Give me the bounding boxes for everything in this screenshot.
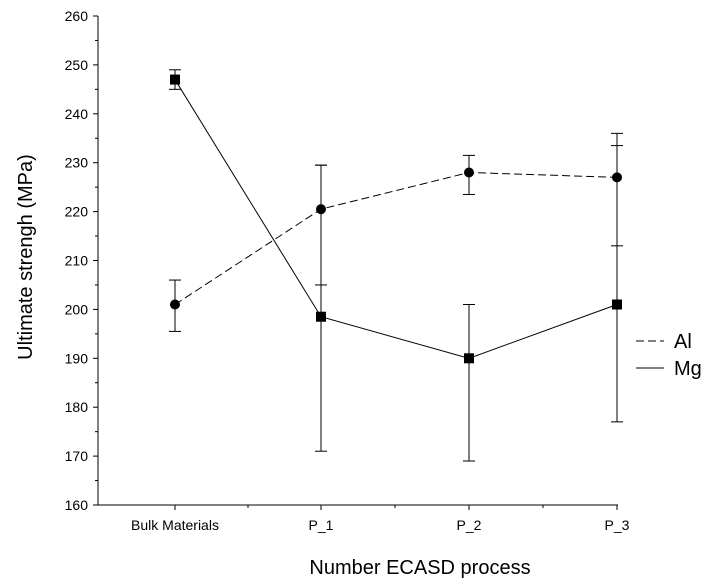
y-tick-label: 230 — [65, 155, 89, 171]
y-tick-label: 190 — [65, 350, 89, 366]
data-point-mg — [612, 299, 622, 310]
y-tick-label: 260 — [65, 8, 89, 24]
y-tick-label: 160 — [65, 497, 89, 513]
legend-item-mg: Mg — [636, 358, 702, 380]
y-tick-label: 180 — [65, 399, 89, 415]
data-point-mg — [170, 74, 180, 85]
x-tick-label: P_2 — [457, 517, 482, 533]
data-point-al — [464, 167, 474, 178]
plot-area: 160 170 180 190 200 210 220 230 240 250 260 Bulk Ma… — [65, 8, 630, 533]
data-point-mg — [316, 311, 326, 322]
y-tick-label: 200 — [65, 301, 89, 317]
legend-item-al: Al — [636, 331, 692, 353]
legend: Al Mg — [636, 331, 702, 380]
legend-label-mg: Mg — [674, 358, 702, 380]
y-tick-label: 250 — [65, 57, 89, 73]
x-axis-title: Number ECASD process — [309, 557, 530, 579]
series-line-al — [174, 171, 618, 305]
y-tick-label: 240 — [65, 106, 89, 122]
y-axis-title: Ultimate strengh (MPa) — [15, 154, 37, 360]
y-tick-label: 210 — [65, 253, 89, 269]
y-tick-label: 170 — [65, 448, 89, 464]
x-tick-label: P_3 — [605, 517, 630, 533]
data-point-al — [170, 299, 180, 310]
x-tick-label: Bulk Materials — [131, 517, 219, 533]
data-point-mg — [464, 353, 474, 364]
y-tick-label: 220 — [65, 204, 89, 220]
legend-label-al: Al — [674, 331, 692, 353]
series-line-mg — [174, 79, 618, 359]
x-tick-label: P_1 — [309, 517, 334, 533]
